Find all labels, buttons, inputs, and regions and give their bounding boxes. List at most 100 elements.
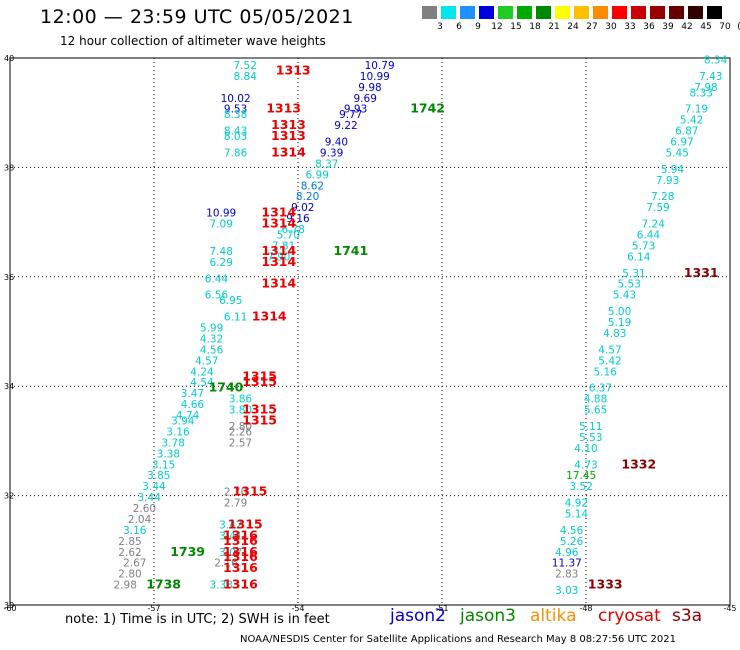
swh-value: 6.44 [637,230,661,242]
swh-value: 4.32 [200,333,223,345]
pass-time-label: 1315 [242,412,277,427]
legend-swatch [574,6,589,19]
swh-value: 6.37 [589,383,612,395]
legend-label: 39 [662,22,674,32]
swh-value: 6.14 [627,251,651,263]
swh-value: 9.40 [325,137,348,149]
legend-label: 21 [548,22,560,32]
swh-value: 5.26 [560,536,584,548]
pass-time-label: 1314 [261,254,296,269]
swh-value: 4.24 [190,366,214,378]
swh-value: 9.93 [344,104,367,116]
legend-swatch [422,6,437,19]
swh-value: 10.02 [221,93,251,105]
legend-swatch [631,6,646,19]
pass-time-label: 1315 [233,484,268,499]
swh-value: 11.37 [552,558,582,570]
swh-value: 7.19 [685,104,708,116]
pass-time-label: 1333 [588,577,623,592]
legend-label: 36 [643,22,655,32]
swh-value: 3.15 [152,459,175,471]
swh-value: 5.42 [680,115,703,127]
swh-value: 6.29 [210,257,233,269]
swh-value: 2.83 [555,569,578,581]
swh-value: 3.38 [157,448,180,460]
swh-value: 9.69 [354,93,377,105]
swh-value: 2.16 [214,558,238,570]
swh-value: 4.56 [200,344,224,356]
legend-label: 3 [437,22,443,32]
map-frame [9,57,731,606]
lat-tick-label: 30 [4,601,14,610]
pass-time-label: 1316 [223,549,258,564]
legend-swatch [650,6,665,19]
swh-value: 9.39 [320,147,343,159]
legend-label: 27 [586,22,598,32]
swh-value: 7.28 [651,191,674,203]
swh-value: 4.92 [565,498,588,510]
swh-value: 6.99 [306,169,329,181]
swh-value: 6.95 [219,295,242,307]
swh-value: 6.97 [670,137,693,149]
swh-value: 4.73 [574,459,597,471]
swh-value: 8.03 [224,131,247,143]
pass-time-label: 1739 [170,544,205,559]
swh-value: 6.11 [224,312,247,324]
swh-value: 7.81 [272,240,295,252]
swh-value: 3.86 [229,394,253,406]
pass-time-label: 1741 [333,243,368,258]
swh-value: 7.43 [699,71,722,83]
legend-label: 33 [624,22,636,32]
satellite-jason2: jason2 [390,606,446,626]
legend-label: 24 [567,22,579,32]
legend-swatch [498,6,513,19]
swh-value: 3.44 [142,481,166,493]
legend-label: 12 [491,22,503,32]
lon-tick-label: -45 [723,604,736,613]
legend-swatch [536,6,551,19]
lon-tick-label: -51 [435,604,448,613]
lon-tick-label: -60 [3,604,16,613]
lat-tick-label: 36 [4,273,14,282]
swh-value: 4.56 [560,525,584,537]
swh-value: 10.79 [365,60,395,72]
legend-label: 30 [605,22,617,32]
swh-value: 5.11 [579,421,602,433]
swh-value: 7.98 [694,82,717,94]
swh-value: 3.42 [219,519,242,531]
swh-value: 2.98 [114,580,137,592]
pass-time-label: 1738 [146,577,181,592]
pass-time-label: 1316 [223,577,258,592]
swh-value: 2.62 [118,547,141,559]
swh-value: 7.09 [210,219,233,231]
lat-tick-label: 40 [4,54,14,63]
swh-value: 2.04 [128,514,152,526]
swh-value: 3.47 [181,388,204,400]
legend-label: 42 [681,22,693,32]
swh-value: 9.98 [358,82,381,94]
pass-time-label: 1313 [276,62,311,77]
pass-time-label: 1316 [223,533,258,548]
map-subtitle: 12 hour collection of altimeter wave hei… [60,34,326,48]
swh-value: 5.99 [200,323,223,335]
swh-value: 8.62 [301,180,324,192]
swh-value: 10.99 [360,71,390,83]
swh-value: 5.31 [622,268,645,280]
swh-value: 9.16 [286,213,310,225]
swh-value: 6.56 [205,290,229,302]
pass-time-label: 1315 [242,374,277,389]
footer-note: note: 1) Time is in UTC; 2) SWH is in fe… [65,612,330,627]
swh-value: 5.43 [613,290,636,302]
swh-value: 5.53 [579,432,602,444]
lat-tick-label: 32 [4,492,14,501]
swh-value: 7.59 [646,202,669,214]
legend-swatch [669,6,684,19]
swh-value: 3.44 [138,492,162,504]
legend-label: 45 [700,22,712,32]
pass-time-label: 1314 [261,216,296,231]
pass-time-label: 1315 [242,402,277,417]
pass-time-label: 1313 [271,128,306,143]
swh-value: 9.02 [291,202,314,214]
legend-swatch [688,6,703,19]
